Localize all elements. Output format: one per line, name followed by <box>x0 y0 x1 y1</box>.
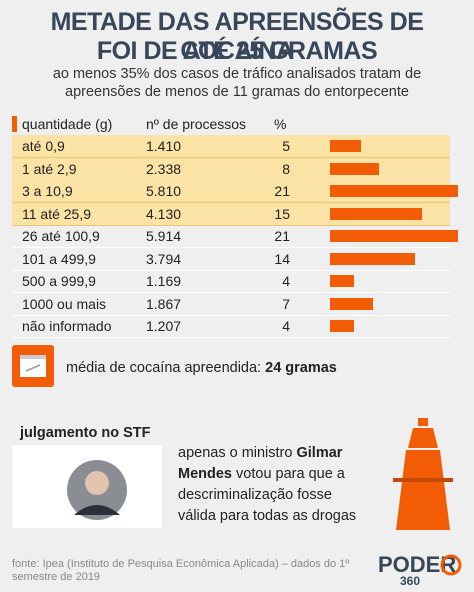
processes: 1.410 <box>146 138 182 154</box>
percent: 4 <box>282 318 290 334</box>
bar <box>330 162 379 175</box>
bar <box>330 252 416 265</box>
range: 11 até 25,9 <box>22 205 92 222</box>
range: 26 até 100,9 <box>22 228 100 244</box>
processes: 4.130 <box>146 205 182 222</box>
range: até 0,9 <box>22 138 65 154</box>
range: não informado <box>22 318 112 334</box>
percent: 21 <box>274 228 290 244</box>
range: 500 a 999,9 <box>22 273 96 289</box>
processes: 3.794 <box>146 250 182 267</box>
stf-heading: julgamento no STF <box>20 425 151 441</box>
table-row: 500 a 999,9 1.169 4 <box>12 270 450 293</box>
percent: 15 <box>274 205 290 222</box>
statue-icon <box>393 418 453 530</box>
header-marker <box>12 116 17 132</box>
bar <box>330 230 459 242</box>
logo: 360 <box>400 574 421 588</box>
percent: 21 <box>274 183 290 199</box>
subtitle-line: ao menos 35% dos casos de tráfico analis… <box>52 66 422 82</box>
bar <box>330 207 422 220</box>
bag-icon <box>12 345 54 387</box>
range: 3 a 10,9 <box>22 183 73 199</box>
percent: 7 <box>282 295 290 312</box>
processes: 1.867 <box>146 295 182 312</box>
percent: 4 <box>282 273 290 289</box>
processes: 5.914 <box>146 228 182 244</box>
table-row: 101 a 499,9 3.794 14 <box>12 248 450 271</box>
table-row: 3 a 10,9 5.810 21 <box>12 180 459 203</box>
percent: 5 <box>282 138 290 154</box>
processes: 1.207 <box>146 318 182 334</box>
table-row: não informado 1.207 4 <box>12 315 450 338</box>
table-row: 1000 ou mais 1.867 7 <box>12 293 450 316</box>
percent: 8 <box>282 160 290 177</box>
bar <box>330 297 373 310</box>
range: 101 a 499,9 <box>22 250 96 267</box>
table-row: 1 até 2,9 2.338 8 <box>12 157 450 181</box>
table-row: até 0,9 1.410 5 <box>12 135 450 158</box>
subtitle-line: apreensões de menos de 11 gramas do ento… <box>65 84 409 100</box>
processes: 2.338 <box>146 160 182 177</box>
photo <box>67 460 127 520</box>
bar <box>330 275 355 287</box>
title-line: FOI DE ATÉ 25 GRAMAS <box>96 37 378 65</box>
processes: 1.169 <box>146 273 182 289</box>
range: 1 até 2,9 <box>22 160 77 177</box>
percent: 14 <box>274 250 290 267</box>
column-header: nº de processos <box>146 116 247 132</box>
photo-box <box>12 445 162 528</box>
column-header: quantidade (g) <box>22 116 113 132</box>
column-header: % <box>274 116 287 132</box>
logo-mark <box>440 554 462 576</box>
processes: 5.810 <box>146 183 182 199</box>
source: fonte: Ipea (Instituto de Pesquisa Econô… <box>12 558 350 583</box>
bar <box>330 140 361 152</box>
table-row: 26 até 100,9 5.914 21 <box>12 225 459 248</box>
title-line: METADE DAS APREENSÕES DE COCAÍNA <box>50 8 424 65</box>
average: média de cocaína apreendida: 24 gramas <box>66 360 337 376</box>
stf-text: apenas o ministro Gilmar Mendes votou pa… <box>178 445 357 524</box>
bar <box>330 320 355 332</box>
bar <box>330 185 459 197</box>
range: 1000 ou mais <box>22 295 107 312</box>
table-row: 11 até 25,9 4.130 15 <box>12 202 450 226</box>
